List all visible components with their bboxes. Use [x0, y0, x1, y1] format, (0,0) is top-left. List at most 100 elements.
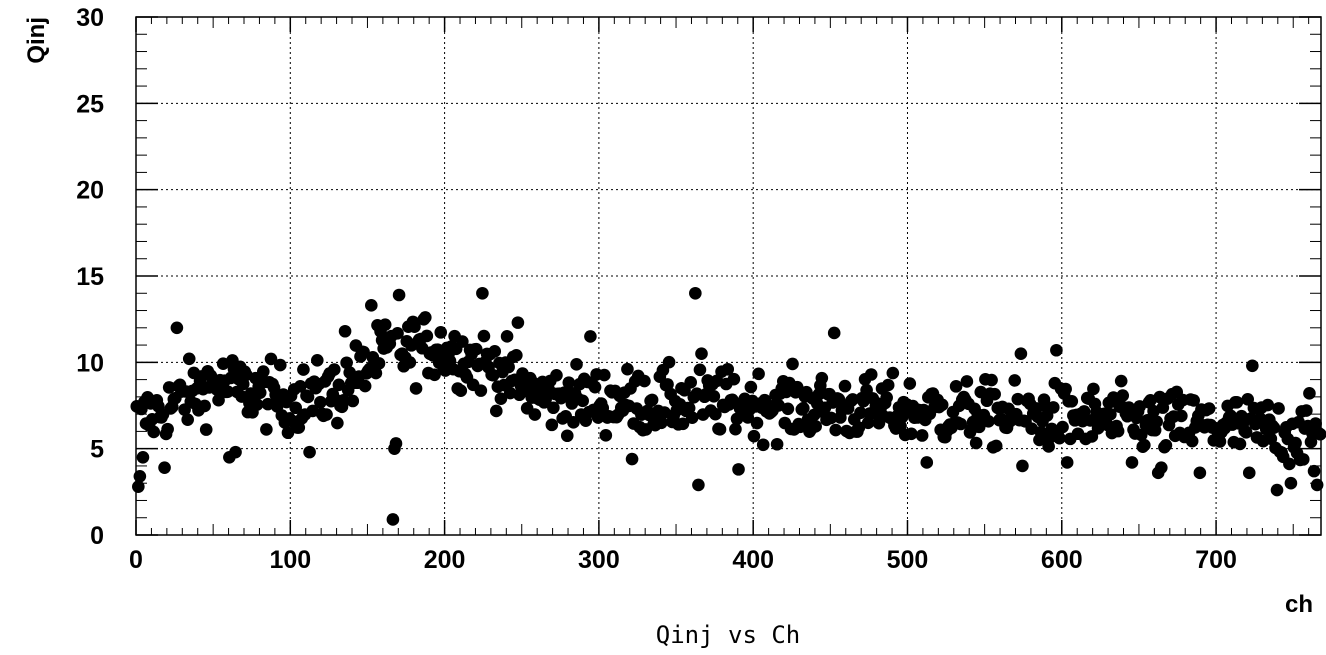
data-point [584, 330, 597, 343]
data-point [729, 422, 742, 436]
data-point [1289, 436, 1302, 450]
x-tick-label: 100 [269, 546, 311, 574]
data-point [747, 429, 761, 443]
data-point [391, 327, 404, 340]
data-point [419, 311, 432, 324]
data-point [721, 362, 735, 376]
data-point [599, 429, 613, 442]
data-point [1202, 402, 1216, 415]
data-point [1056, 420, 1069, 434]
data-point [212, 393, 225, 407]
data-point [332, 378, 346, 392]
data-point [476, 286, 489, 300]
data-point [489, 404, 503, 418]
data-point [1065, 394, 1079, 408]
data-point [562, 376, 576, 389]
data-point [369, 366, 383, 380]
data-point [905, 427, 918, 441]
data-point [338, 324, 352, 338]
data-point [770, 437, 784, 451]
y-tick-label: 10 [76, 349, 104, 377]
data-point [645, 393, 659, 407]
data-points [130, 286, 1326, 526]
data-point [539, 392, 552, 406]
data-point [1008, 374, 1022, 387]
data-point [477, 329, 491, 343]
data-point [221, 385, 235, 398]
data-point [854, 406, 867, 420]
data-point [289, 401, 302, 415]
data-point [260, 423, 273, 436]
data-point [827, 326, 841, 340]
data-point [1114, 374, 1128, 388]
data-point [846, 393, 860, 406]
data-point [852, 421, 866, 434]
data-point [824, 411, 838, 425]
data-point [1111, 424, 1125, 438]
data-point [625, 452, 639, 466]
data-point [1270, 483, 1284, 497]
data-point [372, 357, 386, 370]
data-point [181, 413, 194, 426]
data-point [1241, 392, 1255, 406]
data-point [935, 398, 949, 412]
data-point [815, 371, 829, 385]
data-point [528, 408, 542, 421]
data-point [809, 420, 822, 433]
data-point [560, 429, 574, 443]
data-point [273, 358, 287, 372]
data-point [949, 380, 963, 393]
y-tick-label: 25 [76, 90, 104, 118]
data-point [954, 417, 968, 431]
x-tick-label: 400 [732, 546, 774, 574]
data-point [469, 342, 483, 356]
data-point [408, 320, 421, 334]
chart-caption: Qinj vs Ch [656, 621, 801, 649]
data-point [685, 411, 699, 424]
data-point [1059, 382, 1072, 396]
data-point [758, 393, 772, 407]
data-point [969, 436, 983, 450]
data-point [988, 387, 1001, 401]
data-point [1246, 359, 1259, 373]
y-tick-label: 15 [76, 263, 104, 291]
data-point [327, 363, 341, 376]
x-tick-label: 0 [129, 546, 143, 574]
x-tick-label: 600 [1041, 546, 1083, 574]
data-point [1300, 404, 1313, 417]
data-point [1016, 459, 1029, 473]
data-point [1239, 426, 1253, 439]
data-point [713, 423, 727, 436]
data-point [1187, 394, 1201, 407]
data-point [346, 394, 360, 408]
axis-ticks [135, 16, 1321, 536]
data-point [1053, 431, 1066, 445]
data-point [709, 407, 722, 421]
data-point [576, 394, 589, 408]
y-axis-label: Qinj [23, 17, 50, 64]
data-point [1175, 409, 1188, 423]
data-point [182, 352, 196, 366]
data-point [1138, 438, 1151, 452]
data-point [1050, 343, 1063, 357]
data-point [1014, 347, 1028, 361]
y-tick-label: 5 [90, 436, 104, 464]
data-point [881, 378, 895, 392]
data-point [494, 392, 508, 406]
data-point [1313, 427, 1326, 441]
data-point [545, 418, 559, 432]
data-point [454, 384, 468, 397]
data-point [365, 299, 378, 312]
data-point [474, 384, 488, 397]
data-point [838, 379, 852, 393]
data-point [488, 345, 502, 358]
data-point [170, 321, 184, 335]
data-point [158, 461, 171, 474]
data-point [1296, 453, 1310, 466]
data-point [303, 445, 316, 459]
data-point [1104, 408, 1117, 421]
data-point [692, 478, 705, 492]
data-point [340, 356, 353, 370]
x-tick-label: 200 [424, 546, 466, 574]
data-point [500, 330, 514, 343]
